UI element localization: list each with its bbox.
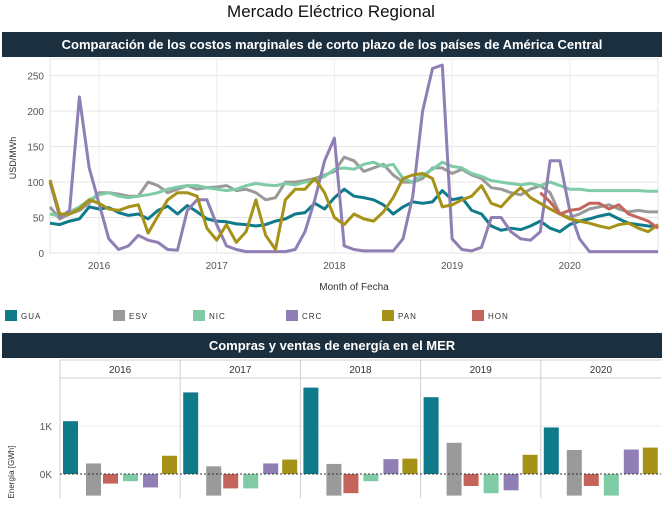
bar-nic — [603, 474, 619, 496]
bar-hon — [343, 474, 359, 494]
y-tick-label: 0 — [38, 249, 44, 260]
bar-esv — [446, 474, 462, 496]
bar-esv — [86, 474, 101, 496]
legend-swatch-hon — [472, 310, 484, 321]
bar-esv-positive — [326, 463, 342, 474]
bar-esv — [326, 474, 342, 496]
bar-y-tick-label: 1K — [40, 422, 53, 433]
bar-gua — [423, 397, 439, 474]
bar-esv-positive — [566, 450, 582, 474]
y-tick-label: 50 — [33, 214, 45, 225]
bar-crc — [383, 459, 399, 474]
bar-pan — [402, 458, 418, 474]
series-line-crc — [48, 63, 658, 254]
series-line-esv — [48, 155, 658, 221]
bar-nic — [483, 474, 499, 494]
x-tick-label: 2020 — [559, 261, 582, 272]
bar-pan — [162, 455, 177, 474]
y-tick-label: 200 — [27, 107, 44, 118]
y-tick-label: 100 — [27, 178, 44, 189]
x-tick-label: 2017 — [206, 261, 229, 272]
bar-crc — [143, 474, 158, 488]
bar-panel-header: 2016 — [109, 365, 132, 376]
bar-pan — [642, 447, 658, 474]
legend-swatch-pan — [382, 310, 394, 321]
bar-panel-header: 2017 — [229, 365, 252, 376]
bar-esv-positive — [86, 463, 101, 474]
x-axis-label: Month of Fecha — [319, 282, 389, 293]
legend-label-hon: HON — [488, 312, 509, 321]
line-chart-banner: Comparación de los costos marginales de … — [2, 32, 662, 57]
y-tick-label: 150 — [27, 143, 44, 154]
x-tick-label: 2018 — [323, 261, 346, 272]
x-tick-label: 2019 — [441, 261, 464, 272]
page-title: Mercado Eléctrico Regional — [227, 2, 435, 21]
bar-y-axis-label: Energía [GWh] — [7, 446, 16, 499]
legend-swatch-gua — [5, 310, 17, 321]
bar-crc — [623, 449, 639, 474]
bar-nic — [243, 474, 259, 489]
bar-gua — [303, 387, 319, 474]
line-plot-frame — [49, 58, 659, 254]
series-line-gua — [49, 187, 659, 234]
y-tick-label: 250 — [27, 72, 44, 83]
legend-label-crc: CRC — [302, 312, 322, 321]
bar-gua — [183, 392, 199, 474]
bar-crc — [263, 463, 279, 474]
bar-y-tick-label: 0K — [40, 470, 53, 481]
legend-label-pan: PAN — [398, 312, 417, 321]
legend-label-esv: ESV — [129, 312, 148, 321]
bar-nic — [363, 474, 379, 482]
y-axis-label: USD/MWh — [8, 137, 18, 180]
legend-swatch-esv — [113, 310, 125, 321]
legend-label-gua: GUA — [21, 312, 41, 321]
legend-swatch-crc — [286, 310, 298, 321]
bar-esv-positive — [206, 466, 222, 474]
series-line-hon — [539, 191, 659, 230]
bar-gua — [543, 427, 559, 474]
bar-pan — [522, 454, 538, 474]
bar-nic — [123, 474, 138, 482]
x-tick-label: 2016 — [88, 261, 111, 272]
bar-pan — [282, 459, 298, 474]
bar-panel-header: 2020 — [590, 365, 613, 376]
legend-swatch-nic — [193, 310, 205, 321]
bar-hon — [463, 474, 479, 486]
bar-esv — [206, 474, 222, 496]
bar-panel-header: 2019 — [470, 365, 493, 376]
series-line-nic — [49, 160, 658, 218]
bar-esv-positive — [446, 442, 462, 474]
bar-hon — [223, 474, 239, 489]
bar-crc — [503, 474, 519, 491]
bar-chart-banner: Compras y ventas de energía en el MER — [2, 333, 662, 358]
bar-esv — [566, 474, 582, 496]
bar-hon — [103, 474, 118, 484]
bar-panel-header: 2018 — [349, 365, 372, 376]
legend-label-nic: NIC — [209, 312, 226, 321]
bar-hon — [583, 474, 599, 486]
bar-gua — [63, 421, 78, 474]
